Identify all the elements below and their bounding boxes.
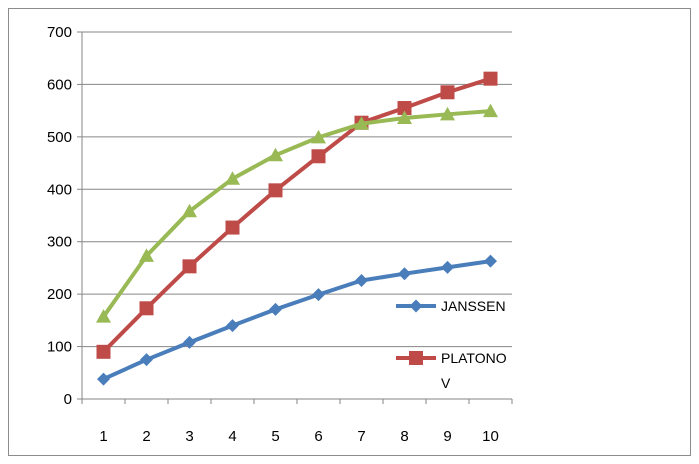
data-point bbox=[311, 129, 326, 144]
data-point bbox=[312, 288, 325, 302]
data-point bbox=[268, 183, 283, 198]
data-point bbox=[483, 71, 498, 86]
x-tick-label: 8 bbox=[400, 428, 408, 445]
x-tick-label: 4 bbox=[228, 428, 236, 445]
data-point bbox=[311, 149, 326, 164]
data-point bbox=[139, 248, 154, 262]
x-tick-label: 5 bbox=[271, 428, 279, 445]
x-tick-label: 2 bbox=[142, 428, 150, 445]
series-unnamed-2 bbox=[96, 103, 498, 323]
data-point bbox=[96, 309, 111, 323]
data-point bbox=[397, 101, 412, 116]
data-point bbox=[268, 147, 283, 162]
data-point bbox=[182, 203, 197, 218]
legend-swatch-marker bbox=[409, 351, 423, 365]
data-point bbox=[441, 260, 454, 274]
y-tick-label: 700 bbox=[47, 24, 72, 41]
y-axis-tick-labels: 0 100 200 300 400 500 600 700 bbox=[47, 24, 72, 408]
legend-item-janssen: JANSSEN bbox=[396, 298, 506, 314]
data-point bbox=[96, 344, 111, 359]
data-point bbox=[226, 319, 239, 333]
series-platonov bbox=[96, 71, 498, 359]
y-tick-label: 200 bbox=[47, 286, 72, 303]
data-point bbox=[484, 254, 497, 268]
legend-label: PLATONO V bbox=[441, 350, 507, 391]
chart-frame bbox=[8, 8, 691, 456]
data-point bbox=[440, 106, 455, 121]
data-point bbox=[398, 267, 411, 281]
x-axis-tick-labels: 1 2 3 4 5 6 7 8 9 10 bbox=[99, 428, 499, 445]
y-tick-label: 100 bbox=[47, 339, 72, 356]
data-point bbox=[139, 301, 154, 316]
data-point bbox=[225, 171, 240, 185]
data-point bbox=[355, 274, 368, 288]
data-point bbox=[225, 220, 240, 235]
data-point bbox=[183, 335, 196, 349]
x-tick-label: 3 bbox=[185, 428, 193, 445]
legend-item-platonov: PLATONO V bbox=[396, 350, 507, 391]
x-tick-label: 7 bbox=[357, 428, 365, 445]
data-point bbox=[483, 103, 498, 118]
series-line bbox=[102, 259, 491, 381]
y-tick-label: 500 bbox=[47, 129, 72, 146]
x-tick-label: 9 bbox=[443, 428, 451, 445]
legend-label: JANSSEN bbox=[441, 298, 506, 314]
y-tick-label: 0 bbox=[64, 391, 72, 408]
data-point bbox=[354, 116, 369, 130]
y-tick-label: 300 bbox=[47, 234, 72, 251]
series-line bbox=[102, 76, 492, 354]
gridlines bbox=[82, 31, 512, 348]
data-series bbox=[96, 71, 498, 386]
y-tick-label: 600 bbox=[47, 76, 72, 93]
data-point bbox=[440, 85, 455, 100]
series-janssen bbox=[97, 254, 497, 386]
axes bbox=[77, 31, 513, 404]
data-point bbox=[97, 372, 110, 386]
data-point bbox=[269, 302, 282, 316]
data-point bbox=[397, 110, 412, 124]
data-point bbox=[140, 353, 153, 367]
legend: JANSSEN PLATONO V bbox=[396, 298, 507, 391]
x-tick-label: 10 bbox=[482, 428, 499, 445]
y-tick-label: 400 bbox=[47, 181, 72, 198]
series-line bbox=[101, 109, 491, 318]
legend-swatch-marker bbox=[409, 299, 423, 313]
x-tick-label: 6 bbox=[314, 428, 322, 445]
data-point bbox=[182, 259, 197, 274]
x-tick-label: 1 bbox=[99, 428, 107, 445]
